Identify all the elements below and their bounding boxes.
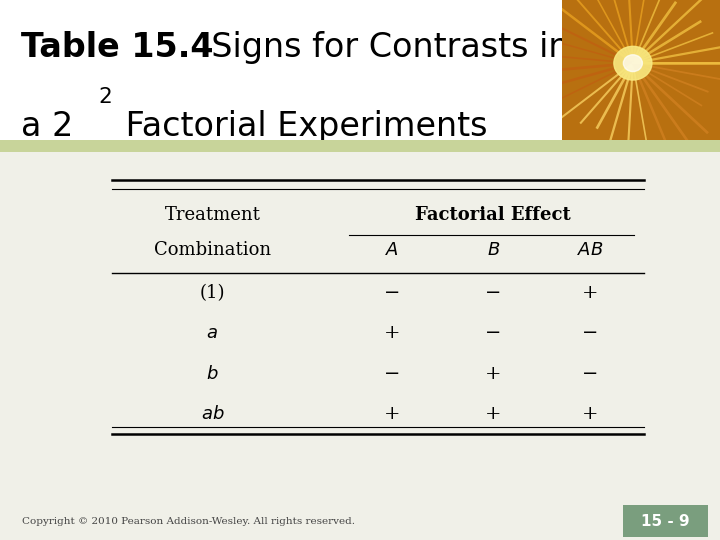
Text: −: − [485, 284, 501, 302]
Text: +: + [485, 364, 501, 383]
Text: +: + [582, 405, 598, 423]
Text: $a$: $a$ [207, 325, 218, 342]
Text: (1): (1) [199, 284, 225, 302]
Circle shape [614, 46, 652, 80]
Text: Treatment: Treatment [164, 206, 261, 224]
Text: +: + [384, 405, 400, 423]
Text: Table 15.4: Table 15.4 [22, 31, 214, 64]
Text: $AB$: $AB$ [577, 241, 603, 259]
Text: −: − [485, 325, 501, 342]
Text: −: − [384, 364, 400, 383]
Text: −: − [582, 364, 598, 383]
Text: Signs for Contrasts in: Signs for Contrasts in [190, 31, 570, 64]
Circle shape [624, 55, 642, 72]
Text: Factorial Experiments: Factorial Experiments [115, 110, 487, 143]
Text: +: + [485, 405, 501, 423]
Text: Combination: Combination [154, 241, 271, 259]
Text: $A$: $A$ [385, 241, 400, 259]
Text: Copyright © 2010 Pearson Addison-Wesley. All rights reserved.: Copyright © 2010 Pearson Addison-Wesley.… [22, 517, 355, 525]
FancyBboxPatch shape [562, 0, 720, 140]
Text: 2: 2 [99, 87, 112, 107]
Text: +: + [582, 284, 598, 302]
Text: $ab$: $ab$ [201, 405, 224, 423]
FancyBboxPatch shape [0, 0, 562, 140]
Text: −: − [384, 284, 400, 302]
Text: Factorial Effect: Factorial Effect [415, 206, 571, 224]
Text: +: + [384, 325, 400, 342]
FancyBboxPatch shape [623, 505, 708, 537]
Text: a 2: a 2 [22, 110, 73, 143]
FancyBboxPatch shape [0, 140, 720, 152]
Text: $b$: $b$ [206, 364, 219, 383]
Text: 15 - 9: 15 - 9 [641, 514, 690, 529]
Text: $B$: $B$ [487, 241, 500, 259]
Text: −: − [582, 325, 598, 342]
